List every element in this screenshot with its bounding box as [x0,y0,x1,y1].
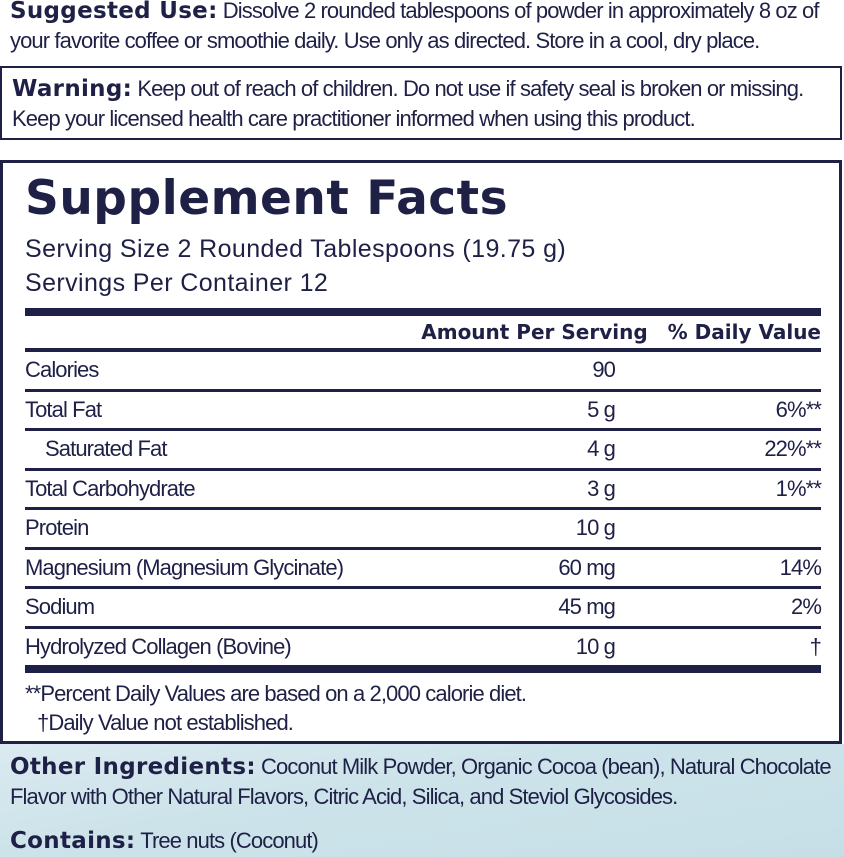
nutrient-dv: 6%** [775,396,822,422]
table-row: Hydrolyzed Collagen (Bovine) 10 g † [25,629,822,666]
nutrient-amount: 10 g [575,515,616,541]
nutrient-name: Magnesium (Magnesium Glycinate) [25,554,344,580]
suggested-use: Suggested Use: Dissolve 2 rounded tables… [10,0,840,56]
nutrient-amount: 90 [592,357,616,383]
nutrient-amount: 60 mg [558,554,616,580]
warning-text: Keep out of reach of children. Do not us… [12,76,804,131]
suggested-use-label: Suggested Use: [10,0,218,24]
nutrient-dv: 2% [791,594,822,620]
nutrient-name: Sodium [25,594,95,620]
other-ingredients-label: Other Ingredients: [10,754,256,780]
table-row: Calories 90 [25,352,821,392]
facts-title: Supplement Facts [25,171,509,226]
footnote-dagger: †Daily Value not established. [37,710,294,735]
contains-label: Contains: [10,828,136,854]
warning-label: Warning: [12,76,133,102]
table-row: Sodium 45 mg 2% [25,589,822,629]
nutrient-name: Total Carbohydrate [25,475,196,501]
serving-size: Serving Size 2 Rounded Tablespoons (19.7… [25,235,567,263]
header-dv: % Daily Value [667,320,821,344]
nutrient-amount: 3 g [587,475,616,501]
table-row: Total Fat 5 g 6%** [25,392,822,431]
divider [25,308,821,316]
table-header: Amount Per Serving % Daily Value [25,316,821,348]
footnote-dv: **Percent Daily Values are based on a 2,… [25,681,527,706]
facts-table: Amount Per Serving % Daily Value Calories… [25,308,822,673]
nutrient-dv: 1%** [775,475,822,501]
nutrient-name: Total Fat [25,396,102,422]
nutrient-amount: 4 g [587,436,616,462]
supplement-facts-panel: Supplement Facts Serving Size 2 Rounded … [0,160,842,744]
servings-per-container: Servings Per Container 12 [25,269,329,297]
divider [25,348,821,352]
table-row: Protein 10 g [25,510,821,550]
divider [25,665,821,673]
header-amount: Amount Per Serving [421,320,648,344]
footnotes: **Percent Daily Values are based on a 2,… [25,679,527,737]
nutrient-name: Calories [25,357,99,383]
nutrient-dv: 14% [779,554,822,580]
table-row: Saturated Fat 4 g 22%** [25,431,822,471]
nutrient-name: Protein [25,515,89,541]
nutrient-amount: 45 mg [558,594,616,620]
table-row: Total Carbohydrate 3 g 1%** [25,471,822,510]
other-ingredients-text: Coconut Milk Powder, Organic Cocoa (bean… [10,754,832,809]
other-ingredients: Other Ingredients: Coconut Milk Powder, … [10,752,840,812]
contains: Contains: Tree nuts (Coconut) [10,826,319,856]
nutrient-dv: 22%** [764,436,822,462]
nutrient-amount: 5 g [587,396,616,422]
nutrient-name: Hydrolyzed Collagen (Bovine) [25,633,292,659]
contains-text: Tree nuts (Coconut) [135,828,319,853]
nutrient-dv: † [809,633,822,659]
suggested-use-text: Dissolve 2 rounded tablespoons of powder… [10,0,819,53]
warning-box: Warning: Keep out of reach of children. … [0,66,842,140]
table-row: Magnesium (Magnesium Glycinate) 60 mg 14% [25,550,822,589]
ingredients-section: Other Ingredients: Coconut Milk Powder, … [0,744,844,857]
nutrient-amount: 10 g [575,633,616,659]
nutrient-name: Saturated Fat [45,436,168,462]
